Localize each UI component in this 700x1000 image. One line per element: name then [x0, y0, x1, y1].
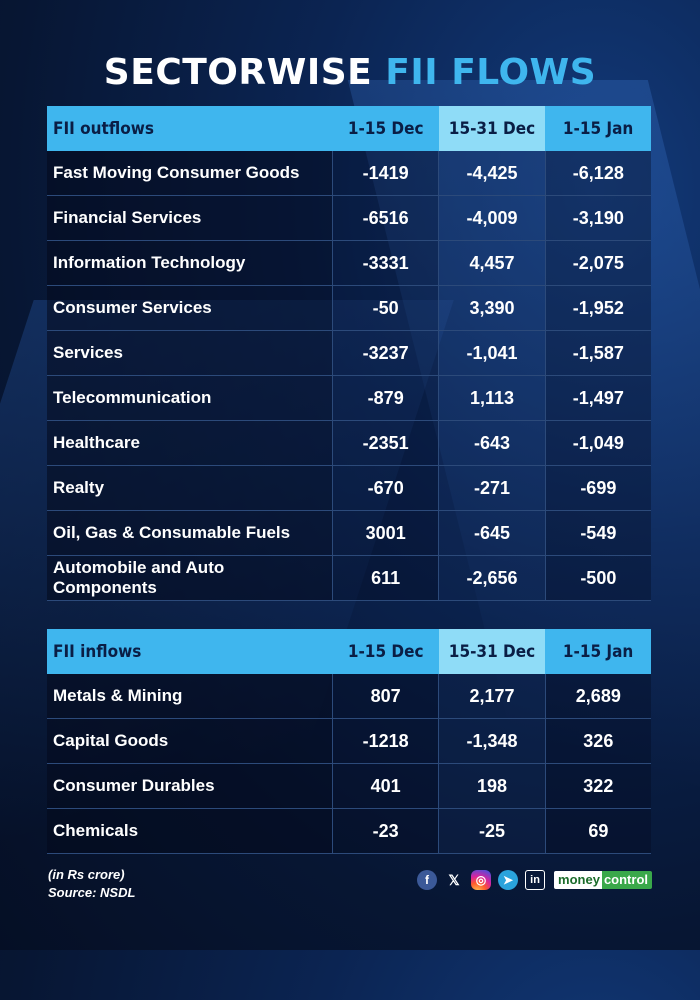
telegram-icon[interactable]: ➤: [498, 870, 519, 890]
sector-name-cell: Telecommunication: [47, 375, 333, 421]
sector-name-cell: Chemicals: [47, 808, 333, 854]
sector-name-cell: Capital Goods: [47, 718, 333, 764]
table-row: Metals & Mining 807 2,177 2,689: [47, 674, 651, 719]
value-cell-dec-1-15: -3331: [332, 240, 439, 286]
value-cell-dec-15-31: 1,113: [438, 375, 546, 421]
table-row: Fast Moving Consumer Goods -1419 -4,425 -6,…: [47, 151, 651, 196]
value-cell-dec-15-31: -2,656: [438, 555, 546, 601]
outflows-header-row: FII outflows 1-15 Dec 15-31 Dec 1-15 Jan: [47, 106, 651, 151]
value-cell-dec-15-31: 2,177: [438, 674, 546, 719]
logo-part-control: control: [601, 871, 652, 889]
unit-note: (in Rs crore): [48, 867, 125, 882]
value-cell-dec-15-31: 198: [438, 763, 546, 809]
value-cell-dec-15-31: -271: [438, 465, 546, 511]
value-cell-dec-1-15: -1218: [332, 718, 439, 764]
value-cell-dec-1-15: -1419: [332, 151, 439, 196]
sector-name-cell: Metals & Mining: [47, 674, 333, 719]
table-row: Automobile and Auto Components 611 -2,656-…: [47, 555, 651, 601]
value-cell-jan-1-15: -2,075: [544, 240, 651, 286]
value-cell-dec-15-31: 3,390: [438, 285, 546, 331]
outflows-table: FII outflows 1-15 Dec 15-31 Dec 1-15 Jan…: [47, 106, 651, 601]
sector-name-cell: Fast Moving Consumer Goods: [47, 151, 333, 196]
sector-name-cell: Healthcare: [47, 420, 333, 466]
value-cell-jan-1-15: -1,049: [544, 420, 651, 466]
table-row: Telecommunication -879 1,113 -1,497: [47, 375, 651, 421]
table-row: Financial Services -6516 -4,009 -3,190: [47, 195, 651, 241]
source-note: Source: NSDL: [48, 885, 136, 900]
value-cell-dec-1-15: -879: [332, 375, 439, 421]
value-cell-dec-15-31: -1,041: [438, 330, 546, 376]
sector-name-cell: Financial Services: [47, 195, 333, 241]
outflows-header-col1: 1-15 Dec: [332, 106, 439, 151]
inflows-body: Metals & Mining 807 2,177 2,689 Capital Good…: [47, 674, 651, 854]
sector-name-cell: Automobile and Auto Components: [47, 555, 333, 601]
table-row: Realty -670 -271 -699: [47, 465, 651, 511]
moneycontrol-logo: money control: [554, 871, 652, 889]
value-cell-dec-1-15: -50: [332, 285, 439, 331]
inflows-header-name: FII inflows: [47, 629, 333, 674]
table-row: Capital Goods -1218 -1,348 326: [47, 718, 651, 764]
inflows-header-col1: 1-15 Dec: [332, 629, 439, 674]
inflows-table: FII inflows 1-15 Dec 15-31 Dec 1-15 Jan …: [47, 629, 651, 854]
logo-part-money: money: [554, 871, 602, 889]
table-row: Oil, Gas & Consumable Fuels 3001 -645 -549: [47, 510, 651, 556]
value-cell-jan-1-15: -6,128: [544, 151, 651, 196]
value-cell-dec-15-31: 4,457: [438, 240, 546, 286]
value-cell-jan-1-15: -1,497: [544, 375, 651, 421]
value-cell-jan-1-15: 69: [544, 808, 651, 854]
social-links: f 𝕏 ◎ ➤ in money control: [417, 870, 652, 890]
value-cell-dec-1-15: -2351: [332, 420, 439, 466]
value-cell-jan-1-15: 326: [544, 718, 651, 764]
x-icon[interactable]: 𝕏: [448, 871, 460, 888]
value-cell-dec-1-15: 401: [332, 763, 439, 809]
outflows-body: Fast Moving Consumer Goods -1419 -4,425 -6,…: [47, 151, 651, 601]
value-cell-dec-1-15: 611: [332, 555, 439, 601]
value-cell-dec-15-31: -4,009: [438, 195, 546, 241]
sector-name-cell: Services: [47, 330, 333, 376]
inflows-header-col2: 15-31 Dec: [438, 629, 546, 674]
footnote: (in Rs crore) Source: NSDL: [48, 866, 135, 902]
page-title: SECTORWISE FII FLOWS: [0, 52, 700, 93]
title-part-accent: FII FLOWS: [385, 52, 597, 93]
value-cell-jan-1-15: -500: [544, 555, 651, 601]
sector-name-cell: Consumer Durables: [47, 763, 333, 809]
inflows-header-row: FII inflows 1-15 Dec 15-31 Dec 1-15 Jan: [47, 629, 651, 674]
table-row: Information Technology -3331 4,457 -2,075: [47, 240, 651, 286]
value-cell-dec-1-15: -23: [332, 808, 439, 854]
value-cell-jan-1-15: -699: [544, 465, 651, 511]
inflows-header-col3: 1-15 Jan: [545, 629, 651, 674]
value-cell-dec-1-15: -6516: [332, 195, 439, 241]
value-cell-dec-15-31: -25: [438, 808, 546, 854]
facebook-icon[interactable]: f: [417, 870, 438, 890]
value-cell-dec-1-15: -3237: [332, 330, 439, 376]
linkedin-icon[interactable]: in: [525, 870, 546, 890]
value-cell-dec-1-15: 3001: [332, 510, 439, 556]
title-part-white: SECTORWISE: [103, 52, 386, 93]
sector-name-cell: Information Technology: [47, 240, 333, 286]
table-row: Services -3237 -1,041 -1,587: [47, 330, 651, 376]
value-cell-jan-1-15: 2,689: [544, 674, 651, 719]
outflows-header-name: FII outflows: [47, 106, 333, 151]
outflows-header-col2: 15-31 Dec: [438, 106, 546, 151]
sector-name-cell: Consumer Services: [47, 285, 333, 331]
value-cell-jan-1-15: -3,190: [544, 195, 651, 241]
value-cell-dec-15-31: -645: [438, 510, 546, 556]
table-row: Healthcare -2351 -643 -1,049: [47, 420, 651, 466]
value-cell-jan-1-15: -1,587: [544, 330, 651, 376]
value-cell-jan-1-15: 322: [544, 763, 651, 809]
value-cell-dec-1-15: -670: [332, 465, 439, 511]
sector-name-cell: Oil, Gas & Consumable Fuels: [47, 510, 333, 556]
value-cell-jan-1-15: -549: [544, 510, 651, 556]
value-cell-dec-15-31: -4,425: [438, 151, 546, 196]
sector-name-cell: Realty: [47, 465, 333, 511]
value-cell-jan-1-15: -1,952: [544, 285, 651, 331]
value-cell-dec-15-31: -643: [438, 420, 546, 466]
table-row: Consumer Durables 401 198 322: [47, 763, 651, 809]
instagram-icon[interactable]: ◎: [471, 870, 492, 890]
table-row: Chemicals -23 -25 69: [47, 808, 651, 854]
value-cell-dec-1-15: 807: [332, 674, 439, 719]
table-row: Consumer Services -50 3,390 -1,952: [47, 285, 651, 331]
outflows-header-col3: 1-15 Jan: [545, 106, 651, 151]
value-cell-dec-15-31: -1,348: [438, 718, 546, 764]
